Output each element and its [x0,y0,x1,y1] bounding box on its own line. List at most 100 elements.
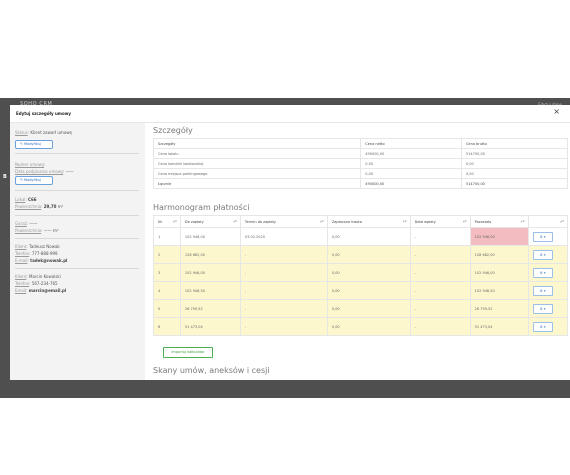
table-cell: - [409,263,471,282]
table-cell: Łącznie [152,178,362,189]
client1-phone-row: Telefon: 777-888-999 [15,251,58,256]
sort-icon[interactable]: ▲▼ [462,220,467,223]
table-cell: 0,00 [326,281,411,300]
client2-email[interactable]: marcin@email.pl [28,288,67,293]
sort-icon[interactable]: ▲▼ [233,220,237,223]
table-row: 3 102 946,00 - 0,00 - 102 946,00 ⚙ ▾ [153,263,569,282]
contract-number-label: Numer umowy [15,162,45,167]
table-sum-row: Łącznie 490000,00 514700,00 [152,178,569,189]
table-cell: ⚙ ▾ [527,299,569,318]
table-row: 5 26 759,52 - 0,00 - 26 759,52 ⚙ ▾ [153,299,569,318]
close-icon[interactable]: × [553,107,560,116]
area-label: Powierzchnia [15,204,42,209]
row-actions-button[interactable]: ⚙ ▾ [532,303,553,314]
payment-schedule-table: Nr ▲▼ Do zapłaty ▲▼ Termin do zapłaty ▲▼ Za… [153,215,569,336]
table-cell: 4 [153,281,181,300]
client2-phone-row: Telefon: 567-234-765 [15,281,58,286]
table-cell: 102 946,50 [469,281,529,300]
table-cell: 26 759,52 [469,299,529,318]
sort-icon[interactable]: ▲▼ [520,220,525,223]
table-cell: - [239,299,328,318]
column-header-date[interactable]: Termin do zapłaty ▲▼ [239,215,328,228]
table-cell: 0,00 [326,263,411,282]
table-cell: Cena lokalu [152,148,362,159]
table-row: 4 102 946,50 - 0,00 - 102 946,50 ⚙ ▾ [153,281,569,300]
table-cell: 26 759,52 [179,299,241,318]
table-cell: 102 946,00 [469,263,529,282]
row-actions-button[interactable]: ⚙ ▾ [532,231,553,242]
client1-phone-label: Telefon [15,251,30,256]
table-cell: 0,00 [460,168,569,179]
modify-status-button[interactable]: ✎ Modyfikuj [15,140,53,149]
row-actions-button[interactable]: ⚙ ▾ [532,249,553,260]
table-cell: - [409,317,471,336]
column-header: Szczegóły [152,138,362,149]
details-title: Szczegóły [153,126,193,135]
table-cell: 490000,00 [360,178,462,189]
import-calculator-button[interactable]: Importuj kalkulator [163,347,213,358]
sidebar-letter: B [3,174,7,180]
row-actions-button[interactable]: ⚙ ▾ [532,321,553,332]
scans-title: Skany umów, aneksów i cesji [153,366,270,375]
table-cell: Cena miejsca parkingowego [152,168,362,179]
table-cell: - [409,299,471,318]
column-header-due[interactable]: Do zapłaty ▲▼ [179,215,241,228]
modify-contract-button[interactable]: ✎ Modyfikuj [15,176,53,185]
column-header-actions[interactable]: ▲▼ [527,215,569,228]
sort-icon[interactable]: ▲▼ [402,220,407,223]
sort-icon[interactable]: ▲▼ [173,220,177,223]
table-cell: - [409,281,471,300]
divider [15,190,139,191]
table-cell: 128 682,00 [469,245,529,264]
table-cell: - [239,245,328,264]
edit-contract-modal: Edytuj szczegóły umowy × Status: Klient … [10,105,570,380]
table-cell: 514700,00 [460,148,569,159]
table-cell: Cena komórki lokatorskiej [152,158,362,169]
unit-value: C66 [28,197,37,202]
client1-email-row: E-mail: tadek@nowak.pl [15,258,68,263]
status-value: Klient zawarł umowę [30,130,72,135]
table-cell: 3 [153,263,181,282]
client1-email-label: E-mail [15,258,28,263]
table-cell: - [239,317,328,336]
table-cell: 2 [153,245,181,264]
client2-phone: 567-234-765 [31,281,58,286]
client1-name: Tadeusz Nowak [29,244,60,249]
column-header-paid[interactable]: Zapłacona kwota ▲▼ [326,215,411,228]
table-cell: - [239,263,328,282]
sort-icon[interactable]: ▲▼ [560,220,564,223]
table-cell: ⚙ ▾ [527,281,569,300]
table-row: 6 51 473,04 - 0,00 - 51 473,04 ⚙ ▾ [153,317,569,336]
contract-date-row: Data podpisania umowy: —— [15,169,74,174]
table-cell: 0,00 [360,158,462,169]
table-cell: 51 473,04 [179,317,241,336]
client2-email-row: Email: marcin@email.pl [15,288,67,293]
details-table: Szczegóły Cena netto Cena brutto Cena lo… [152,138,569,189]
column-header-nr[interactable]: Nr ▲▼ [153,215,181,228]
table-cell: 128 682,00 [179,245,241,264]
table-cell: 0,00 [326,227,411,246]
storage-area-value: —— [43,228,52,233]
table-cell: - [239,281,328,300]
row-actions-button[interactable]: ⚙ ▾ [532,267,553,278]
column-header-left[interactable]: Pozostało ▲▼ [469,215,529,228]
status-label: Status [15,130,28,135]
column-header: Cena netto [360,138,462,149]
sort-icon[interactable]: ▲▼ [320,220,324,223]
table-cell: 51 473,04 [469,317,529,336]
brand-logo: SOHO CRM [20,101,53,107]
table-cell: 6 [153,317,181,336]
table-cell: 03.02.2020 [239,227,328,246]
client2-name: Marcin Kowalski [29,274,61,279]
divider [15,268,139,269]
table-row: 2 128 682,00 - 0,00 - 128 682,00 ⚙ ▾ [153,245,569,264]
row-actions-button[interactable]: ⚙ ▾ [532,285,553,296]
client1-email[interactable]: tadek@nowak.pl [30,258,68,263]
unit-label: Lokal [15,197,26,202]
table-cell: - [409,245,471,264]
table-cell: ⚙ ▾ [527,263,569,282]
column-header-pay-date[interactable]: Data wpłaty ▲▼ [409,215,471,228]
table-cell: 1 [153,227,181,246]
table-cell: ⚙ ▾ [527,317,569,336]
table-row: Cena komórki lokatorskiej 0,00 0,00 [152,158,569,169]
